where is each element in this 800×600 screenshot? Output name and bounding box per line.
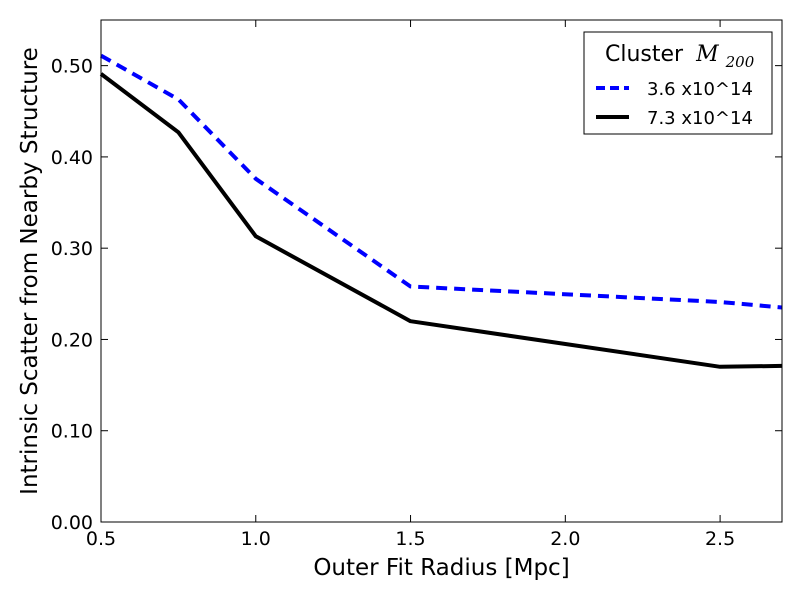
y-tick-label: 0.20 (51, 329, 93, 351)
x-tick-label: 2.5 (705, 528, 735, 550)
y-tick-label: 0.10 (51, 421, 93, 443)
series-line-2 (99, 72, 783, 369)
y-axis-title: Intrinsic Scatter from Nearby Structure (17, 47, 43, 495)
x-axis-title: Outer Fit Radius [Mpc] (313, 555, 569, 581)
series-layer (99, 53, 783, 369)
legend-title-text: Cluster (605, 42, 684, 67)
legend-label-2: 7.3 x10^14 (647, 108, 753, 129)
axes-frame (100, 19, 783, 523)
legend-title: Cluster M 200 (605, 42, 755, 71)
legend-label-1: 3.6 x10^14 (647, 79, 753, 100)
series-line-1 (100, 53, 783, 310)
x-tick-label: 1.0 (241, 528, 271, 550)
y-tick-label: 0.30 (51, 238, 93, 260)
tick-labels: 0.5 1.0 1.5 2.0 2.5 0.00 0.10 0.20 0.30 0.40 0.50 (51, 56, 736, 550)
y-tick-label: 0.40 (51, 147, 93, 169)
legend-entries: 3.6 x10^14 7.3 x10^14 (596, 79, 753, 129)
x-tick-label: 1.5 (395, 528, 425, 550)
x-tick-label: 2.0 (550, 528, 580, 550)
y-tick-label: 0.00 (51, 512, 93, 534)
plot-area (99, 19, 783, 523)
x-tick-label: 0.5 (86, 528, 116, 550)
legend-title-math: M (695, 42, 719, 67)
legend-title-subscript: 200 (725, 53, 755, 71)
y-tick-label: 0.50 (51, 56, 93, 78)
legend: Cluster M 200 3.6 x10^14 7.3 x10^14 (583, 31, 773, 135)
